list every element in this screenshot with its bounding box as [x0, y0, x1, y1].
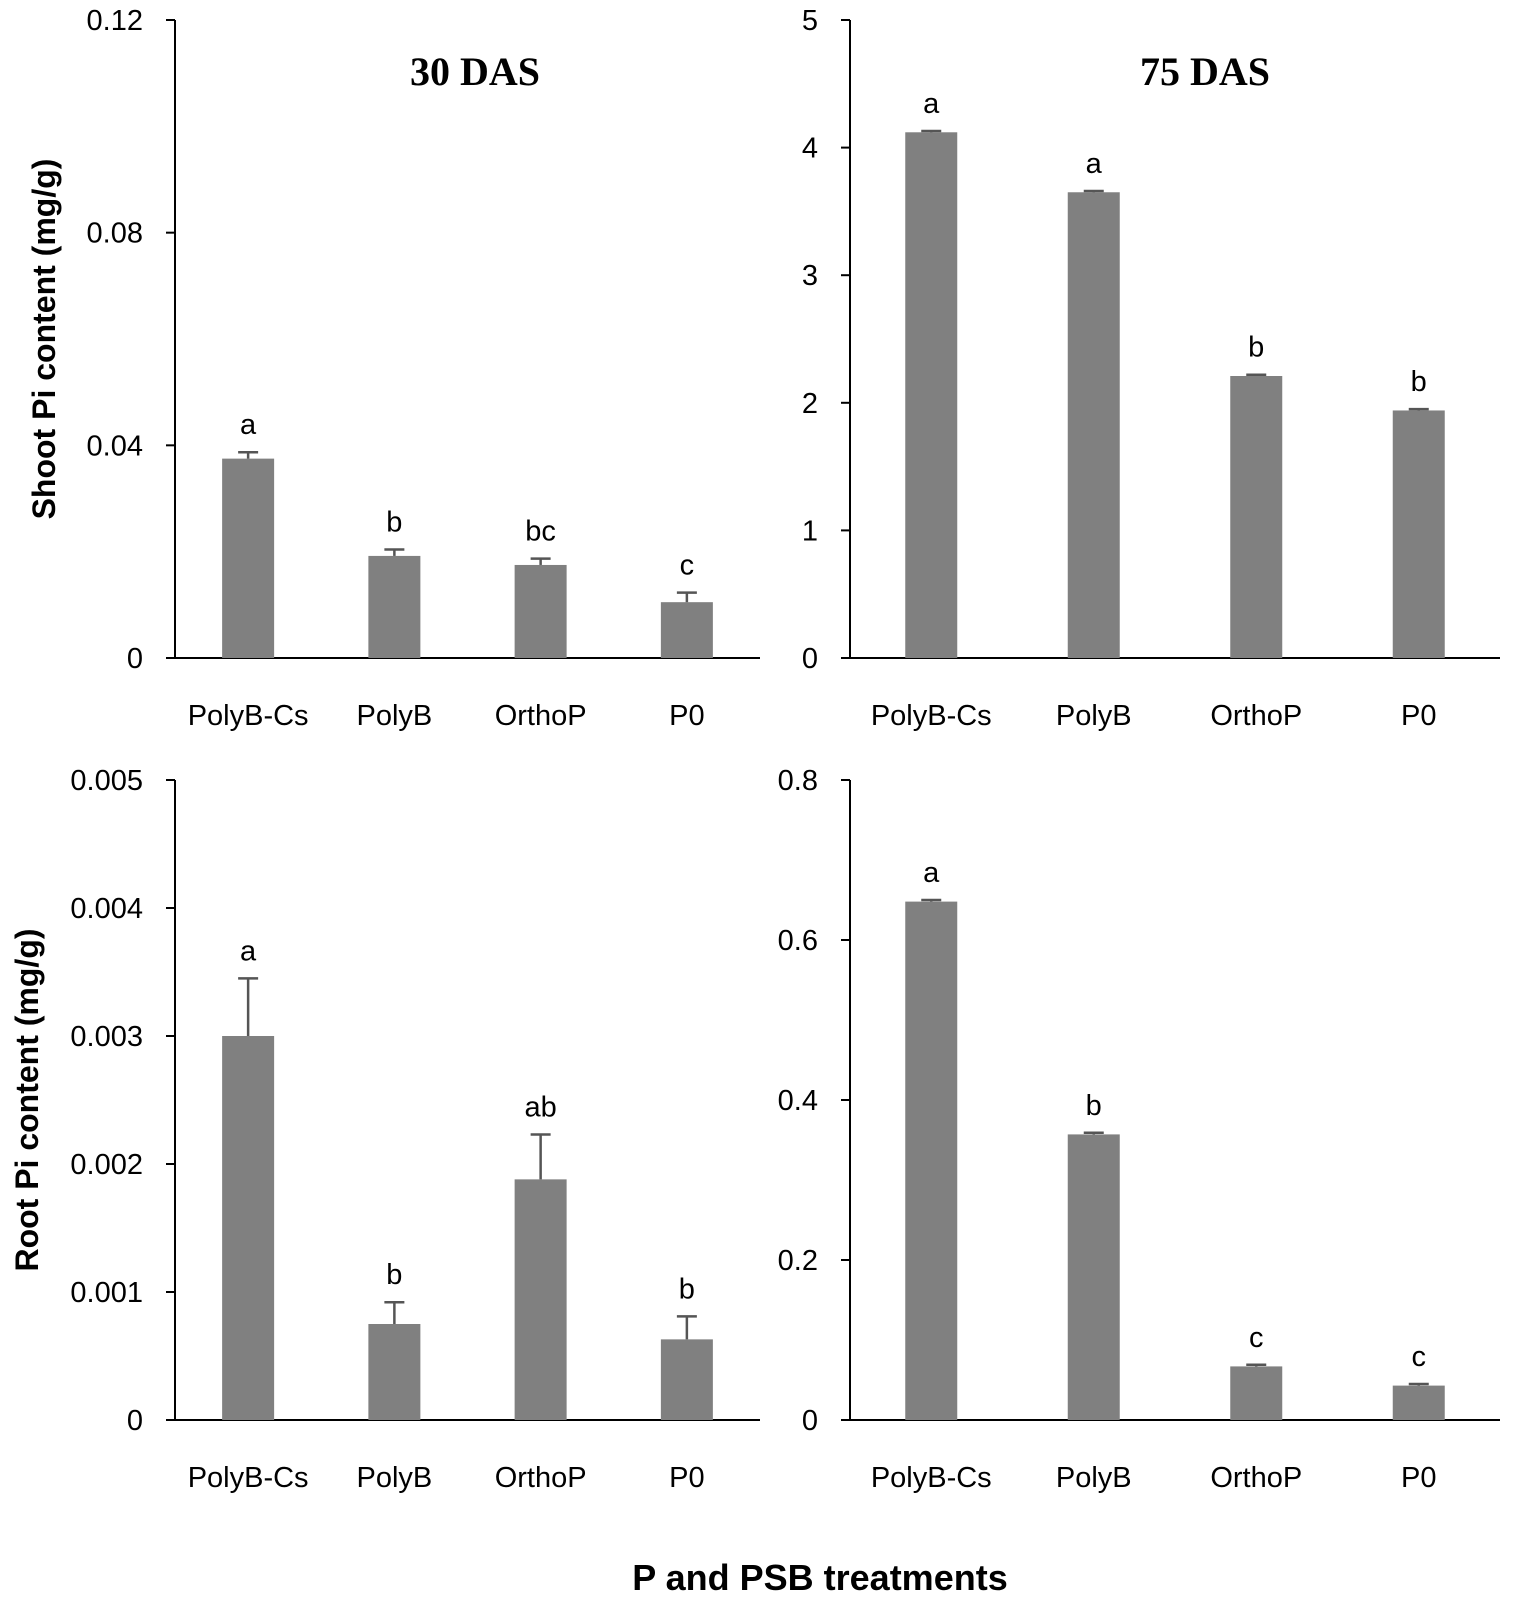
- root-75das-y-tick-label: 0.6: [778, 925, 818, 957]
- root-75das-significance-label: c: [1249, 1322, 1264, 1354]
- shoot-30das-category-label: PolyB: [356, 700, 432, 732]
- root-75das-category-label: OrthoP: [1210, 1462, 1302, 1494]
- root-30das-bar-polyb-cs: [222, 1036, 275, 1420]
- shoot-30das-bar-polyb-cs: [222, 458, 275, 658]
- shoot-30das-significance-label: bc: [525, 516, 556, 548]
- root-30das-category-label: PolyB: [356, 1462, 432, 1494]
- root-30das-significance-label: b: [386, 1259, 402, 1291]
- shoot-75das-panel: 0 1 2 3 4 5 a PolyB-Cs a PolyB b OrthoP b P0 75 DAS: [802, 5, 1500, 732]
- root-30das-y-tick-label: 0.003: [70, 1021, 143, 1053]
- root-30das-y-tick-label: 0.001: [70, 1277, 143, 1309]
- shoot-75das-significance-label: b: [1411, 366, 1427, 398]
- shoot-75das-y-tick-label: 5: [802, 5, 818, 37]
- shoot-75das-significance-label: a: [1086, 148, 1103, 180]
- shoot-75das-bar-polyb: [1067, 192, 1120, 658]
- shoot-75das-bar-polyb-cs: [905, 132, 958, 659]
- root-75das-significance-label: a: [923, 857, 940, 889]
- shoot-30das-y-tick-label: 0.08: [87, 218, 143, 250]
- shoot-30das-significance-label: a: [240, 409, 257, 441]
- shoot-75das-significance-label: a: [923, 88, 940, 120]
- root-75das-y-tick-label: 0.2: [778, 1245, 818, 1277]
- root-75das-y-tick-label: 0.4: [778, 1085, 818, 1117]
- root-30das-category-label: P0: [669, 1462, 704, 1494]
- shoot-30das-title: 30 DAS: [410, 49, 540, 94]
- shoot-30das-bar-polyb: [368, 555, 421, 658]
- root-30das-significance-label: ab: [524, 1092, 556, 1124]
- shoot-75das-bar-p0: [1392, 410, 1445, 658]
- root-75das-category-label: PolyB-Cs: [871, 1462, 992, 1494]
- root-30das-significance-label: b: [679, 1273, 695, 1305]
- shoot-75das-y-tick-label: 1: [802, 515, 818, 547]
- shoot-30das-bar-p0: [660, 602, 713, 658]
- shoot-30das-y-tick-label: 0: [127, 643, 143, 675]
- root-30das-y-tick-label: 0.002: [70, 1149, 143, 1181]
- shoot-75das-significance-label: b: [1248, 332, 1264, 364]
- shoot-30das-category-label: OrthoP: [495, 700, 587, 732]
- root-75das-bar-orthop: [1230, 1366, 1283, 1420]
- root-75das-significance-label: c: [1412, 1341, 1427, 1373]
- root-75das-bar-polyb-cs: [905, 901, 958, 1420]
- root-75das-panel: 0 0.2 0.4 0.6 0.8 a PolyB-Cs b PolyB c OrthoP c P0: [778, 765, 1500, 1494]
- chart-panels: 00.040.080.12aPolyB-CsbPolyBbcOrthoPcP03…: [9, 5, 1500, 1494]
- root-30das-y-tick-label: 0: [127, 1405, 143, 1437]
- shoot-30das-significance-label: c: [680, 550, 695, 582]
- root-75das-y-tick-label: 0: [802, 1405, 818, 1437]
- root-30das-significance-label: a: [240, 935, 257, 967]
- shoot-75das-y-tick-label: 4: [802, 133, 818, 165]
- shoot-75das-category-label: OrthoP: [1210, 700, 1302, 732]
- root-30das-y-tick-label: 0.004: [70, 893, 143, 925]
- root-30das-y-tick-label: 0.005: [70, 765, 143, 797]
- root-30das-bar-p0: [660, 1339, 713, 1420]
- root-75das-bar-p0: [1392, 1385, 1445, 1420]
- shoot-30das-y-tick-label: 0.04: [87, 430, 143, 462]
- shoot-75das-bar-orthop: [1230, 376, 1283, 658]
- shoot-30das-y-tick-label: 0.12: [87, 5, 143, 37]
- root-30das-category-label: OrthoP: [495, 1462, 587, 1494]
- shoot-75das-category-label: PolyB: [1056, 700, 1132, 732]
- root-30das-bar-orthop: [514, 1179, 567, 1420]
- shoot-30das-significance-label: b: [386, 507, 402, 539]
- shoot-75das-y-tick-label: 0: [802, 643, 818, 675]
- shoot-75das-title: 75 DAS: [1140, 49, 1270, 94]
- root-75das-category-label: P0: [1401, 1462, 1436, 1494]
- root-75das-y-tick-label: 0.8: [778, 765, 818, 797]
- shoot-75das-y-tick-label: 3: [802, 260, 818, 292]
- shoot-30das-panel: 0 0.04 0.08 0.12 a PolyB-Cs b PolyB bc OrthoP c P0 3…: [26, 5, 760, 732]
- root-30das-y-axis-title: Root Pi content (mg/g): [9, 928, 45, 1271]
- shoot-75das-category-label: PolyB-Cs: [871, 700, 992, 732]
- root-30das-panel: 0 0.001 0.002 0.003 0.004 0.005 a PolyB-Cs b Poly…: [9, 765, 760, 1494]
- root-75das-category-label: PolyB: [1056, 1462, 1132, 1494]
- root-75das-bar-polyb: [1067, 1134, 1120, 1420]
- shoot-30das-y-axis-title: Shoot Pi content (mg/g): [26, 159, 62, 520]
- shoot-30das-bar-orthop: [514, 564, 567, 658]
- shoot-30das-category-label: P0: [669, 700, 704, 732]
- root-30das-category-label: PolyB-Cs: [188, 1462, 309, 1494]
- shoot-75das-y-tick-label: 2: [802, 388, 818, 420]
- shared-x-axis-title: P and PSB treatments: [632, 1557, 1007, 1598]
- root-30das-bar-polyb: [368, 1324, 421, 1420]
- shoot-75das-category-label: P0: [1401, 700, 1436, 732]
- root-75das-significance-label: b: [1086, 1090, 1102, 1122]
- shoot-30das-category-label: PolyB-Cs: [188, 700, 309, 732]
